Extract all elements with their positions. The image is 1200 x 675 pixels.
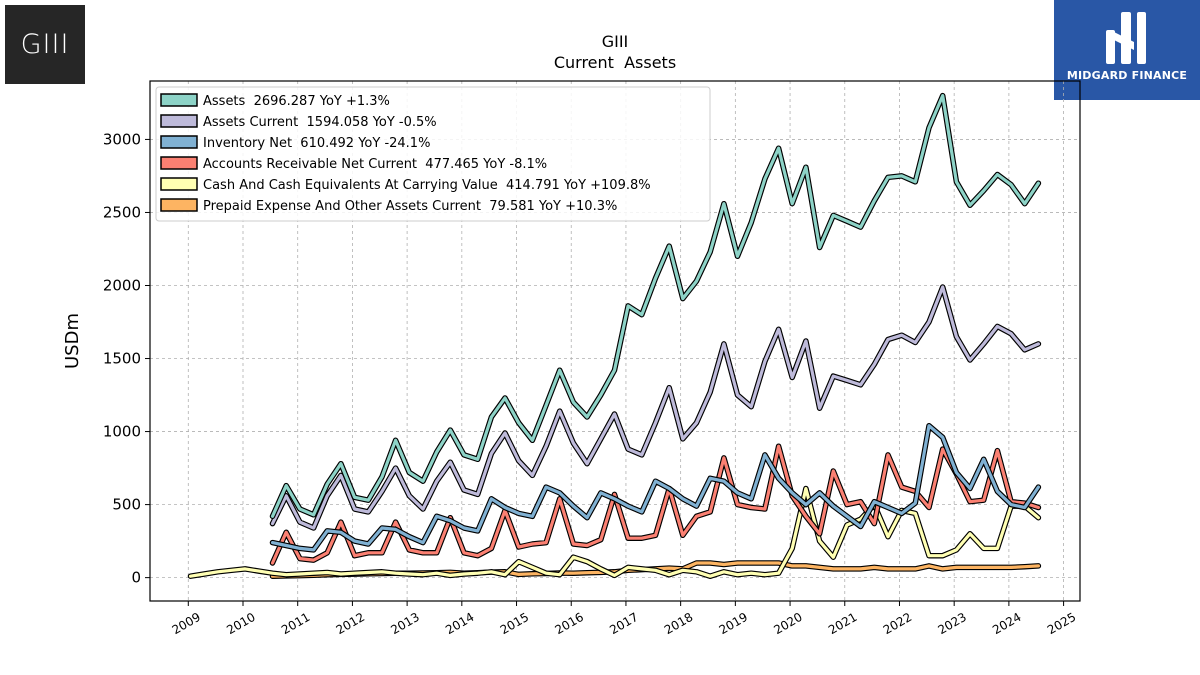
x-tick-label: 2017 (607, 610, 640, 637)
legend-swatch (160, 93, 198, 107)
x-tick-label: 2025 (1045, 610, 1078, 637)
y-tick-label: 3000 (103, 130, 141, 148)
series-lines (187, 92, 1042, 579)
legend-entry: Assets Current 1594.058 YoY -0.5% (203, 115, 437, 130)
x-tick-label: 2020 (771, 610, 804, 637)
series-stroke (270, 424, 1041, 552)
x-tick-label: 2012 (334, 610, 367, 637)
x-tick-label: 2022 (881, 610, 914, 637)
x-tick-label: 2015 (498, 610, 531, 637)
y-tick-label: 1500 (103, 350, 141, 368)
x-tick-label: 2021 (826, 610, 859, 637)
legend-entry: Cash And Cash Equivalents At Carrying Va… (203, 178, 651, 193)
y-tick-label: 500 (112, 496, 141, 514)
legend-entry: Inventory Net 610.492 YoY -24.1% (203, 136, 430, 151)
x-tick-label: 2018 (662, 610, 695, 637)
x-tick-label: 2024 (990, 610, 1023, 637)
giii-logo: GIII (5, 5, 85, 84)
legend-box (155, 86, 711, 222)
y-tick-label: 2000 (103, 276, 141, 294)
series-stroke (270, 285, 1041, 530)
x-tick-label: 2023 (935, 610, 968, 637)
series-outline (269, 284, 1042, 531)
legend-swatch (160, 114, 198, 128)
series-stroke (270, 93, 1041, 518)
chart-title: GIII (602, 32, 629, 51)
series-line-1 (269, 92, 1042, 520)
y-axis-label: USDm (62, 313, 83, 369)
x-tick-label: 2011 (279, 610, 312, 637)
series-line-5 (187, 485, 1042, 579)
legend-entry: Assets 2696.287 YoY +1.3% (203, 94, 390, 109)
legend-entry: Accounts Receivable Net Current 477.465 … (203, 157, 547, 172)
midgard-emblem-icon (1106, 12, 1146, 64)
legend-swatch (160, 156, 198, 170)
x-tick-label: 2013 (388, 610, 421, 637)
series-line-2 (269, 284, 1042, 531)
series-stroke (188, 486, 1041, 578)
midgard-finance-logo: MIDGARD FINANCE (1054, 0, 1200, 100)
x-tick-label: 2010 (224, 610, 257, 637)
legend-swatch (160, 135, 198, 149)
legend: Assets 2696.287 YoY +1.3% Assets Current … (155, 86, 711, 222)
y-tick-label: 0 (131, 569, 141, 587)
legend-entry: Prepaid Expense And Other Assets Current… (203, 199, 617, 214)
x-tick-label: 2014 (443, 610, 476, 637)
y-tick-label: 1000 (103, 423, 141, 441)
series-line-3 (269, 422, 1042, 553)
chart-subtitle: Current Assets (554, 53, 676, 72)
legend-swatch (160, 198, 198, 212)
y-tick-label: 2500 (103, 203, 141, 221)
x-tick-label: 2009 (170, 610, 203, 637)
legend-swatch (160, 177, 198, 191)
midgard-finance-brand-text: MIDGARD FINANCE (1066, 69, 1188, 82)
x-tick-label: 2016 (553, 610, 586, 637)
x-tick-label: 2019 (717, 610, 750, 637)
plot-frame (149, 80, 1081, 602)
giii-logo-text: GIII (20, 29, 70, 60)
